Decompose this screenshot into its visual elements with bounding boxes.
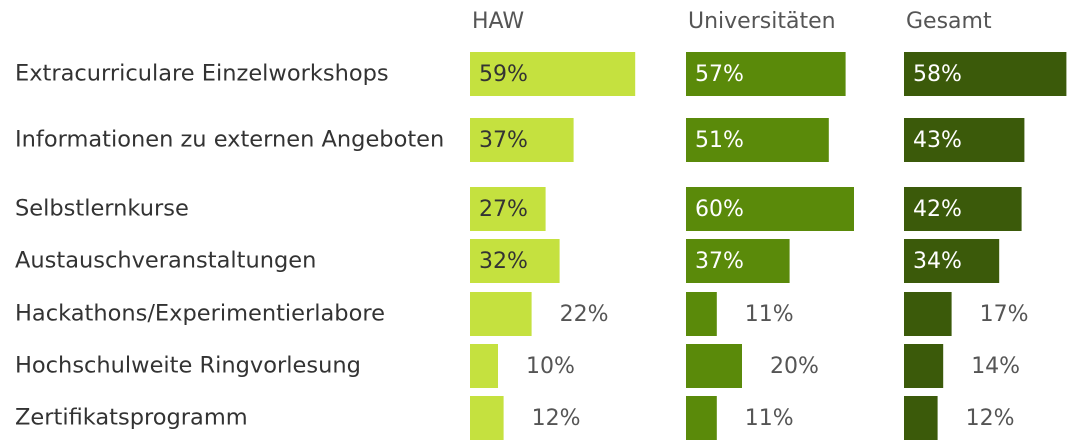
value-label: 12% bbox=[532, 406, 581, 431]
bar bbox=[686, 187, 854, 231]
panel-title: Gesamt bbox=[906, 9, 992, 34]
value-label: 27% bbox=[479, 197, 528, 222]
value-label: 32% bbox=[479, 249, 528, 274]
value-label: 60% bbox=[695, 197, 744, 222]
value-label: 12% bbox=[966, 406, 1015, 431]
bar bbox=[470, 396, 504, 440]
value-label: 37% bbox=[695, 249, 744, 274]
value-label: 57% bbox=[695, 62, 744, 87]
bar bbox=[686, 344, 742, 388]
panel-title: Universitäten bbox=[688, 9, 836, 34]
bar bbox=[904, 396, 938, 440]
category-label: Extracurriculare Einzelworkshops bbox=[15, 60, 389, 87]
bar bbox=[904, 239, 1000, 283]
bar bbox=[686, 239, 790, 283]
bar bbox=[470, 118, 574, 162]
bar bbox=[470, 187, 546, 231]
bar bbox=[686, 52, 846, 96]
value-label: 10% bbox=[526, 354, 575, 379]
value-label: 34% bbox=[913, 249, 962, 274]
value-label: 22% bbox=[560, 302, 609, 327]
category-label: Informationen zu externen Angeboten bbox=[15, 126, 445, 153]
value-label: 58% bbox=[913, 62, 962, 87]
value-label: 51% bbox=[695, 128, 744, 153]
bar bbox=[686, 292, 717, 336]
category-label: Austauschveranstaltungen bbox=[15, 247, 317, 274]
bar bbox=[470, 52, 636, 96]
value-label: 11% bbox=[745, 406, 794, 431]
bar bbox=[470, 292, 532, 336]
value-label: 59% bbox=[479, 62, 528, 87]
value-label: 11% bbox=[745, 302, 794, 327]
category-label: Selbstlernkurse bbox=[15, 195, 189, 222]
value-label: 37% bbox=[479, 128, 528, 153]
value-label: 20% bbox=[770, 354, 819, 379]
category-label: Hochschulweite Ringvorlesung bbox=[15, 352, 361, 379]
bar bbox=[686, 118, 829, 162]
value-label: 43% bbox=[913, 128, 962, 153]
value-label: 14% bbox=[971, 354, 1020, 379]
category-label: Zertifikatsprogramm bbox=[15, 404, 248, 431]
bar bbox=[686, 396, 717, 440]
bar bbox=[470, 344, 498, 388]
value-label: 17% bbox=[980, 302, 1029, 327]
bar bbox=[470, 239, 560, 283]
category-label: Hackathons/Experimentierlabore bbox=[15, 300, 385, 327]
bar bbox=[904, 52, 1067, 96]
bar bbox=[904, 118, 1025, 162]
bar bbox=[904, 187, 1022, 231]
bar bbox=[904, 344, 944, 388]
bar bbox=[904, 292, 952, 336]
panel-title: HAW bbox=[472, 9, 524, 34]
value-label: 42% bbox=[913, 197, 962, 222]
